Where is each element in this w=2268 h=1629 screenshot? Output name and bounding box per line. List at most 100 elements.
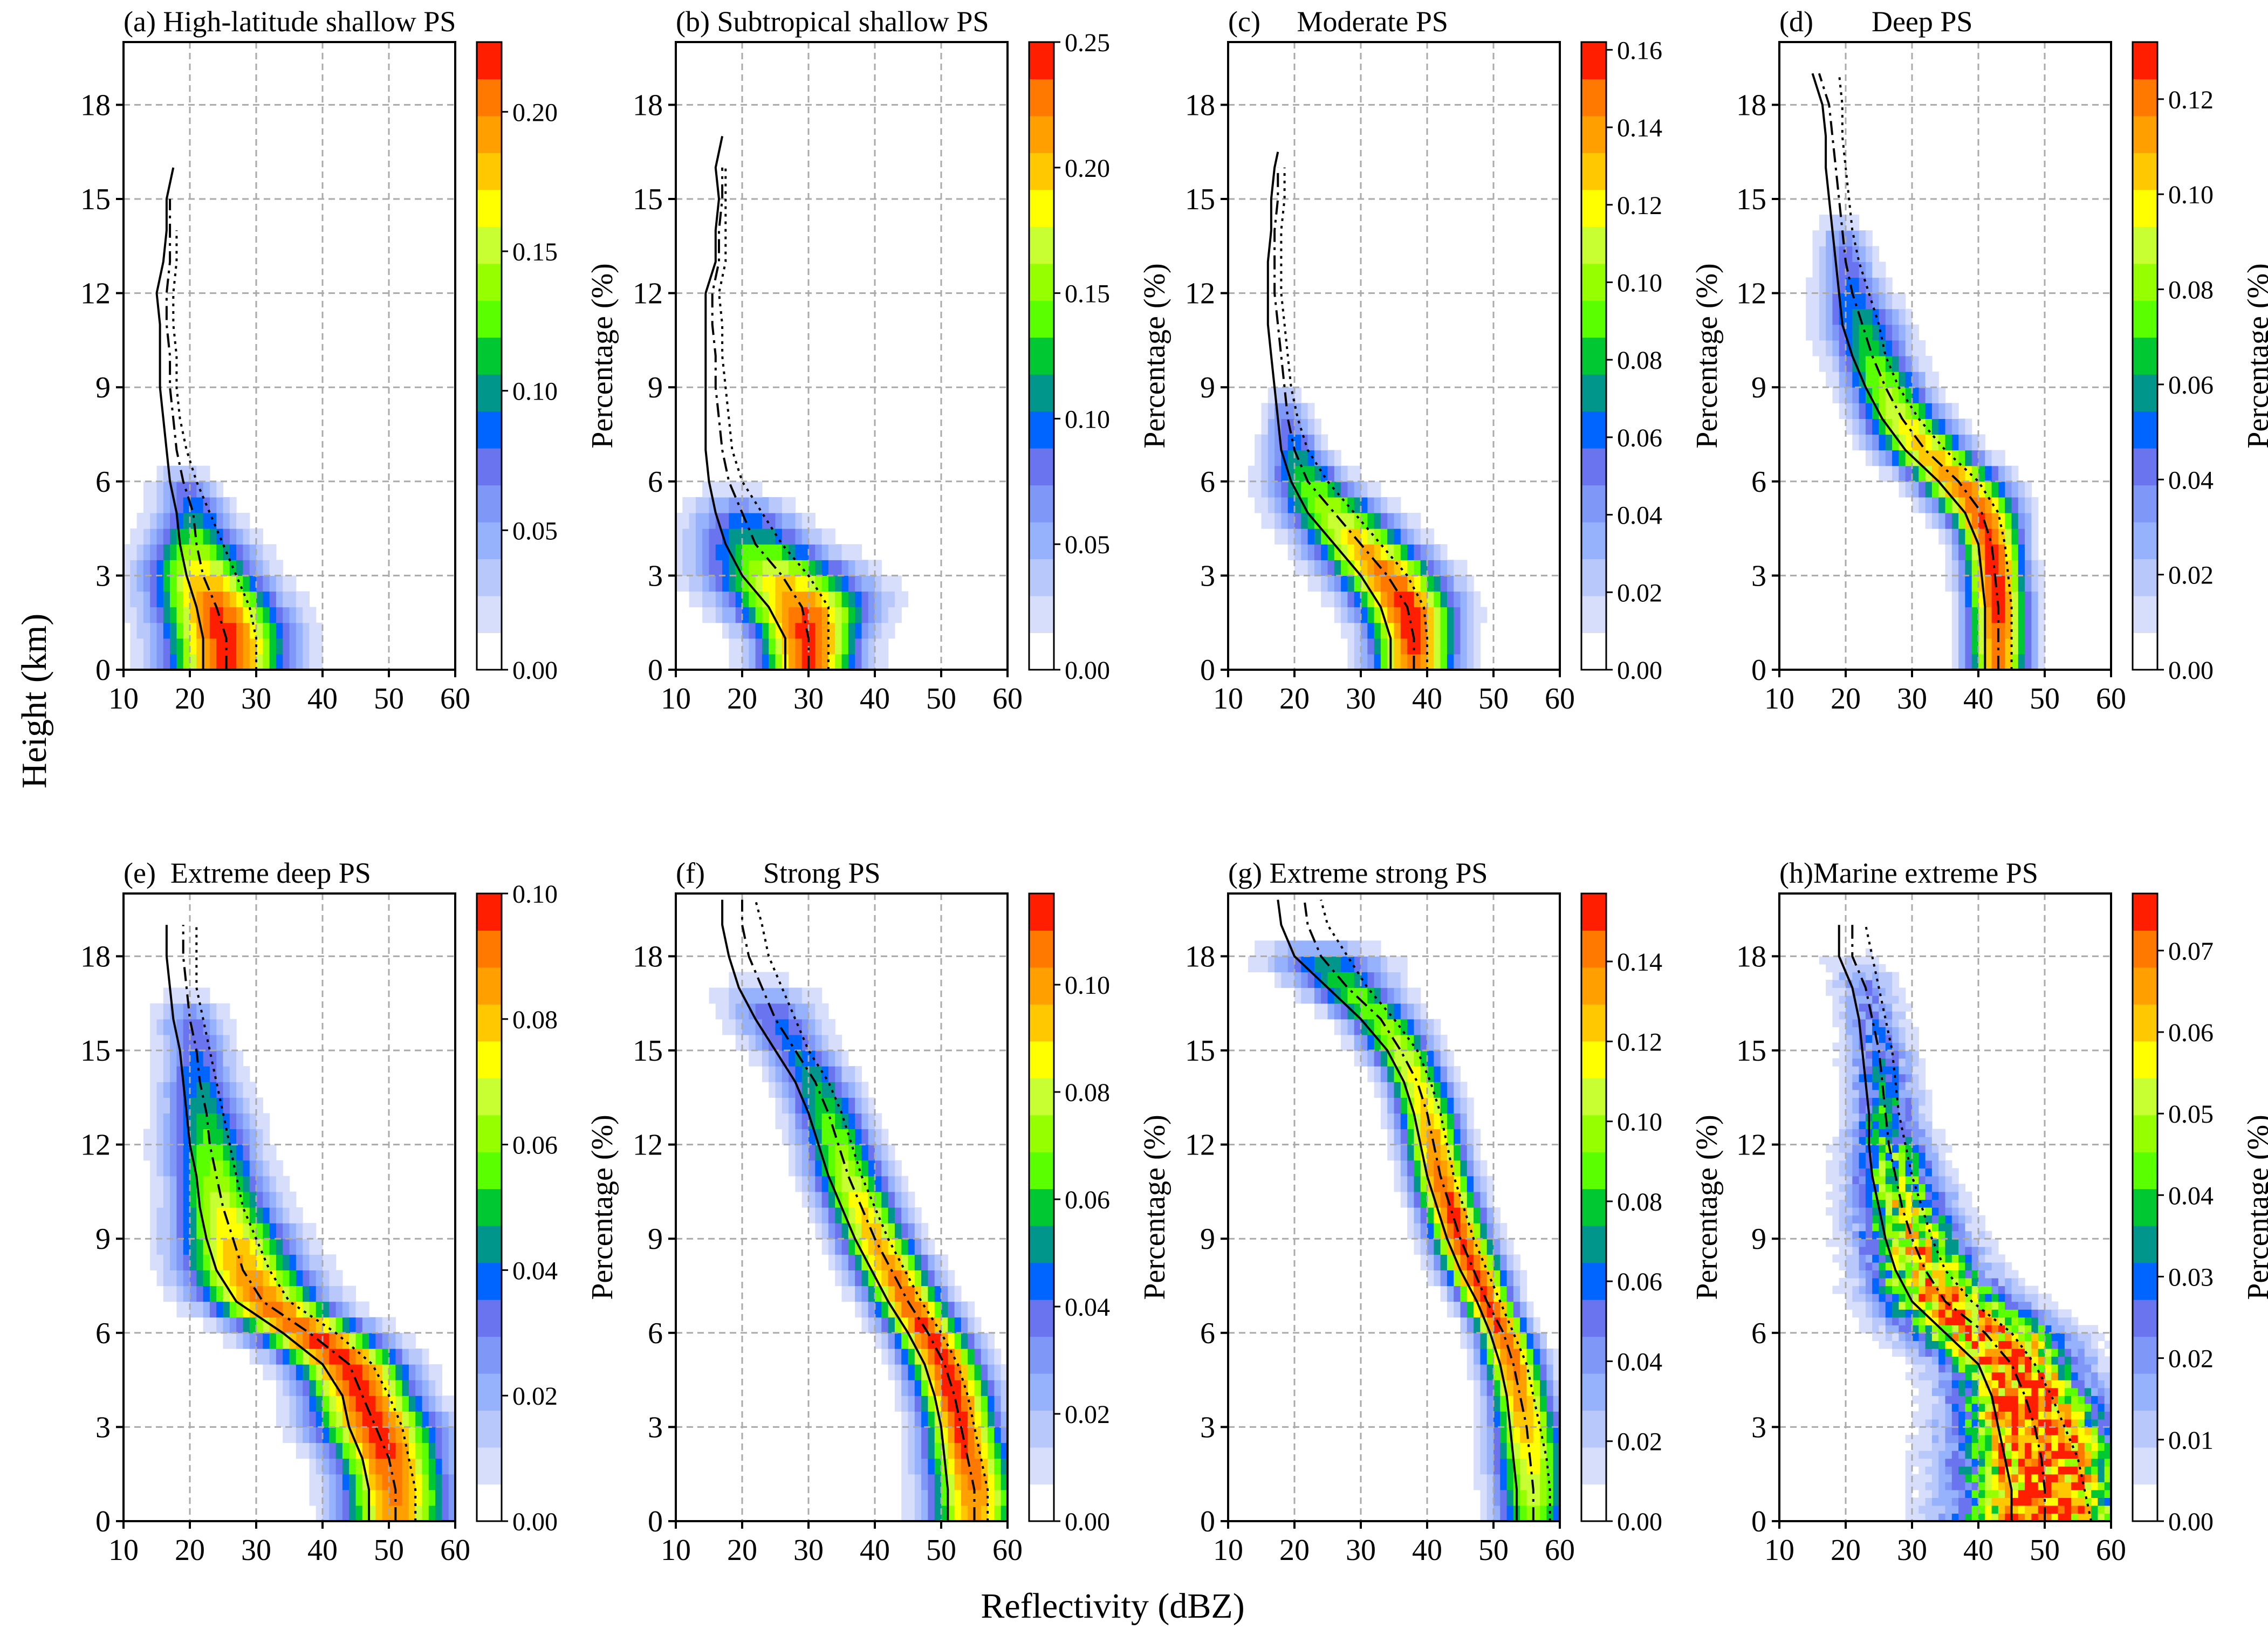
heatmap-cell: [263, 1207, 270, 1224]
heatmap-cell: [841, 1286, 849, 1302]
heatmap-cell: [815, 1066, 823, 1082]
heatmap-cell: [442, 1442, 449, 1459]
heatmap-cell: [1998, 1332, 2005, 1341]
heatmap-cell: [868, 1176, 875, 1192]
heatmap-cell: [1374, 560, 1381, 576]
heatmap-cell: [702, 544, 710, 560]
heatmap-cell: [289, 1411, 297, 1427]
heatmap-cell: [1307, 528, 1315, 545]
heatmap-cell: [1938, 1466, 1946, 1475]
heatmap-cell: [1991, 1482, 1999, 1490]
heatmap-cell: [1832, 1223, 1840, 1232]
heatmap-cell: [309, 1223, 317, 1239]
heatmap-cell: [2005, 607, 2012, 623]
heatmap-cell: [203, 1034, 210, 1051]
heatmap-cell: [216, 622, 224, 639]
heatmap-cell: [1865, 308, 1873, 325]
heatmap-cell: [1865, 450, 1873, 466]
heatmap-cell: [203, 1270, 210, 1287]
heatmap-cell: [435, 1411, 442, 1427]
heatmap-cell: [1380, 1050, 1388, 1067]
heatmap-cell: [1931, 1387, 1939, 1396]
heatmap-cell: [808, 607, 816, 623]
heatmap-cell: [1460, 1176, 1468, 1192]
heatmap-cell: [1533, 1348, 1540, 1365]
heatmap-cell: [1334, 450, 1341, 466]
heatmap-cell: [835, 1239, 842, 1255]
heatmap-cell: [2058, 1489, 2065, 1498]
heatmap-cell: [2071, 1451, 2079, 1459]
heatmap-cell: [1985, 1419, 1992, 1427]
heatmap-cell: [948, 1396, 955, 1412]
heatmap-cell: [2098, 1411, 2105, 1420]
heatmap-cell: [1460, 1301, 1468, 1318]
heatmap-cell: [1971, 622, 1979, 639]
heatmap-cell: [1925, 1341, 1933, 1349]
heatmap-cell: [2011, 1474, 2019, 1482]
colorbar-band: [1581, 1262, 1606, 1300]
heatmap-cell: [2025, 1348, 2032, 1357]
heatmap-cell: [988, 1505, 995, 1522]
heatmap-cell: [1872, 1254, 1880, 1263]
colorbar-tick-label: 0.06: [2168, 371, 2214, 400]
heatmap-cell: [223, 1223, 230, 1239]
heatmap-cell: [1474, 1458, 1481, 1475]
heatmap-cell: [1341, 544, 1348, 560]
heatmap-cell: [934, 1427, 942, 1444]
heatmap-cell: [1905, 1482, 1913, 1490]
heatmap-cell: [1925, 1466, 1933, 1475]
colorbar-band: [477, 1078, 502, 1116]
heatmap-cell: [402, 1474, 409, 1490]
heatmap-cell: [283, 1411, 290, 1427]
heatmap-cell: [1460, 1332, 1468, 1349]
heatmap-cell: [1965, 1372, 1972, 1380]
heatmap-cell: [209, 560, 217, 576]
heatmap-cell: [1978, 1497, 1985, 1506]
heatmap-cell: [1931, 1466, 1939, 1475]
heatmap-cell: [1892, 1294, 1899, 1302]
heatmap-cell: [1301, 403, 1308, 419]
heatmap-cell: [309, 1411, 317, 1427]
heatmap-cell: [415, 1396, 423, 1412]
heatmap-cell: [1958, 1497, 1965, 1506]
heatmap-cell: [156, 1082, 164, 1098]
heatmap-cell: [2011, 575, 2019, 592]
heatmap-cell: [276, 591, 283, 608]
heatmap-cell: [2005, 1277, 2012, 1287]
heatmap-cell: [1985, 1309, 1992, 1318]
heatmap-cell: [1526, 1427, 1534, 1444]
heatmap-cell: [1938, 1411, 1946, 1420]
heatmap-cell: [928, 1317, 935, 1334]
heatmap-cell: [283, 1254, 290, 1270]
heatmap-cell: [1281, 434, 1289, 451]
heatmap-cell: [1951, 1223, 1959, 1232]
heatmap-cell: [335, 1270, 343, 1287]
heatmap-cell: [289, 1270, 297, 1287]
heatmap-cell: [1978, 607, 1985, 623]
heatmap-cell: [2091, 1364, 2098, 1373]
heatmap-cell: [1985, 1482, 1992, 1490]
heatmap-cell: [749, 1034, 756, 1051]
heatmap-cell: [1321, 434, 1328, 451]
heatmap-cell: [1347, 560, 1355, 576]
heatmap-cell: [216, 1286, 224, 1302]
heatmap-cell: [1945, 1348, 1952, 1357]
heatmap-cell: [1931, 1411, 1939, 1420]
heatmap-cell: [124, 544, 131, 560]
heatmap-cell: [1912, 324, 1919, 341]
heatmap-cell: [1261, 481, 1269, 498]
plot-frame: [1778, 41, 2112, 671]
heatmap-cell: [1852, 387, 1860, 403]
heatmap-cell: [1486, 1364, 1494, 1380]
heatmap-cell: [263, 622, 270, 639]
heatmap-cell: [170, 1113, 177, 1130]
heatmap-cell: [901, 1254, 909, 1270]
heatmap-cell: [968, 1317, 975, 1334]
heatmap-cell: [1958, 1387, 1965, 1396]
heatmap-cell: [422, 1411, 429, 1427]
heatmap-cell: [981, 1474, 988, 1490]
colorbar-tick-label: 0.04: [1617, 1348, 1662, 1376]
heatmap-cell: [1407, 1223, 1414, 1239]
heatmap-cell: [435, 1505, 442, 1522]
heatmap-cell: [735, 638, 743, 655]
